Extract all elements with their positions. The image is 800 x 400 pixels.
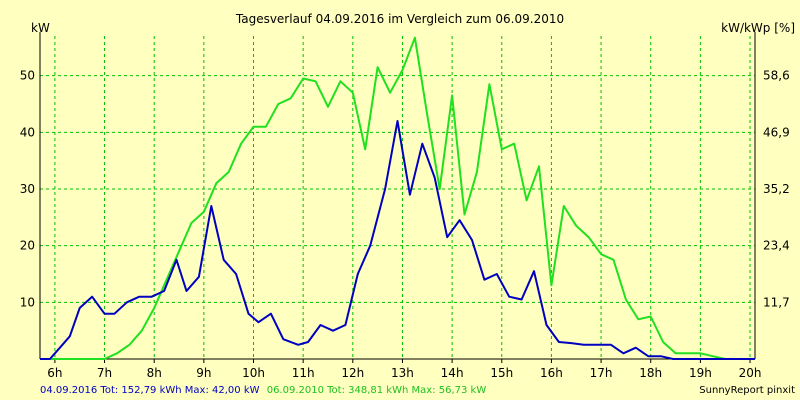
- axes: [39, 32, 756, 363]
- y-tick-label-right: 58,6: [763, 69, 790, 83]
- x-tick-label: 14h: [441, 366, 464, 380]
- x-tick-label: 17h: [590, 366, 613, 380]
- x-tick-label: 19h: [689, 366, 712, 380]
- x-tick-label: 11h: [292, 366, 315, 380]
- chart-title: Tagesverlauf 04.09.2016 im Vergleich zum…: [235, 12, 564, 26]
- y-axis-right-unit: kW/kWp [%]: [721, 21, 795, 35]
- footer-summary-2016: 04.09.2016 Tot: 152,79 kWh Max: 42,00 kW: [40, 385, 260, 396]
- series-line-2016: [40, 120, 755, 360]
- footer-summary-2010: 06.09.2010 Tot: 348,81 kWh Max: 56,73 kW: [267, 385, 487, 396]
- footer-summary: 04.09.2016 Tot: 152,79 kWh Max: 42,00 kW…: [40, 385, 486, 396]
- x-tick-label: 10h: [242, 366, 265, 380]
- y-tick-label-left: 40: [20, 125, 35, 139]
- y-tick-label-left: 20: [20, 239, 35, 253]
- x-tick-label: 6h: [47, 366, 62, 380]
- footer-credit: SunnyReport pinxit: [699, 385, 795, 396]
- tick-labels: 6h 7h 8h 9h 10h 11h 12h 13h 14h 15h 16h 17h 18h 19h 20…: [20, 69, 790, 380]
- series-line-2010: [40, 36, 755, 360]
- y-tick-label-right: 46,9: [763, 125, 790, 139]
- y-tick-label-right: 11,7: [763, 295, 790, 309]
- x-tick-label: 20h: [739, 366, 762, 380]
- x-tick-label: 7h: [97, 366, 112, 380]
- y-tick-label-right: 23,4: [763, 239, 790, 253]
- x-tick-label: 8h: [147, 366, 162, 380]
- y-tick-label-left: 50: [20, 69, 35, 83]
- y-axis-left-unit: kW: [31, 21, 50, 35]
- x-tick-label: 15h: [490, 366, 513, 380]
- x-tick-label: 12h: [341, 366, 364, 380]
- series-lines: [40, 36, 755, 360]
- y-tick-label-right: 35,2: [763, 182, 790, 196]
- y-tick-label-left: 10: [20, 295, 35, 309]
- grid: [40, 36, 755, 359]
- x-tick-label: 16h: [540, 366, 563, 380]
- x-tick-label: 13h: [391, 366, 414, 380]
- y-tick-label-left: 30: [20, 182, 35, 196]
- x-tick-label: 18h: [639, 366, 662, 380]
- x-tick-label: 9h: [196, 366, 211, 380]
